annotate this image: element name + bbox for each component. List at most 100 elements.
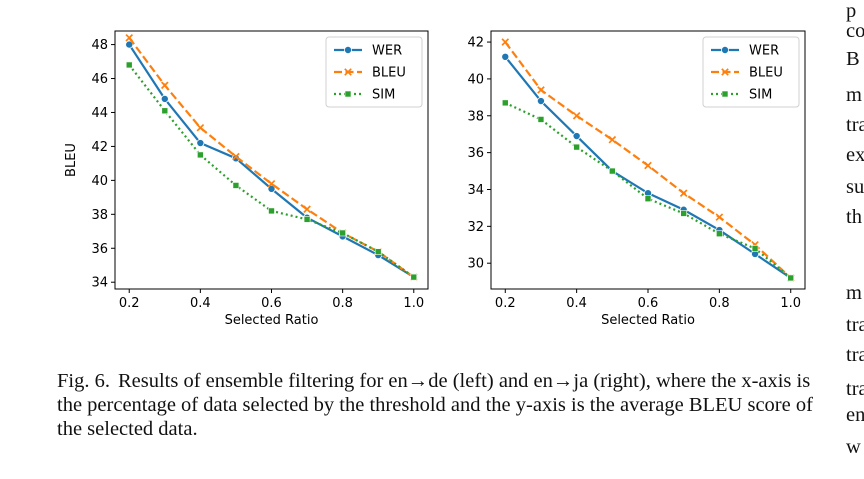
- side-text-line: tra: [846, 314, 864, 336]
- legend-label-wer: WER: [372, 44, 402, 59]
- data-point-sim: [268, 207, 275, 215]
- data-point-bleu: [196, 123, 205, 132]
- data-point-bleu: [232, 152, 240, 161]
- x-axis-label: Selected Ratio: [601, 313, 695, 328]
- data-point-sim: [680, 210, 687, 217]
- y-tick-label: 36: [91, 242, 108, 257]
- data-point-sim: [609, 167, 616, 175]
- y-tick-label: 42: [91, 140, 108, 155]
- side-text-line: w: [846, 436, 861, 458]
- data-point-bleu: [303, 205, 311, 214]
- data-point-bleu: [537, 86, 545, 94]
- y-tick-label: 34: [467, 183, 484, 198]
- data-point-sim: [303, 216, 311, 223]
- y-axis-label: BLEU: [64, 143, 79, 177]
- data-point-bleu: [679, 189, 688, 197]
- data-point-bleu: [125, 33, 134, 42]
- legend-label-wer: WER: [749, 44, 779, 59]
- x-tick-label: 1.0: [780, 296, 801, 311]
- x-tick-label: 0.8: [709, 296, 730, 311]
- y-tick-label: 38: [467, 109, 484, 124]
- legend-label-sim: SIM: [749, 88, 772, 103]
- y-tick-label: 38: [91, 208, 108, 223]
- side-text-line: m: [846, 282, 862, 304]
- legend-label-sim: SIM: [372, 88, 395, 103]
- side-text-line: m: [846, 84, 862, 106]
- side-text-line: su: [846, 176, 864, 198]
- data-point-wer: [267, 184, 276, 193]
- legend-label-bleu: BLEU: [372, 66, 406, 81]
- x-tick-label: 0.2: [495, 296, 516, 311]
- y-tick-label: 48: [91, 38, 108, 53]
- data-point-sim: [501, 99, 509, 107]
- data-point-sim: [716, 230, 723, 238]
- data-point-sim: [374, 248, 382, 255]
- data-point-sim: [232, 182, 240, 189]
- data-point-sim: [161, 107, 169, 115]
- legend-marker-sim: [721, 90, 729, 98]
- data-point-sim: [573, 143, 580, 151]
- figure-caption: Fig. 6. Results of ensemble filtering for…: [57, 369, 817, 441]
- y-tick-label: 40: [91, 174, 108, 189]
- data-point-wer: [125, 40, 134, 49]
- data-point-bleu: [644, 161, 652, 170]
- data-point-bleu: [715, 213, 724, 221]
- x-tick-label: 0.8: [332, 296, 353, 311]
- y-tick-label: 30: [467, 257, 484, 272]
- side-text-line: th: [846, 206, 862, 228]
- data-point-sim: [644, 195, 652, 202]
- data-point-wer: [572, 132, 581, 141]
- y-tick-label: 44: [91, 106, 108, 121]
- y-tick-label: 46: [91, 72, 108, 87]
- data-point-sim: [751, 245, 759, 252]
- side-text-line: co: [846, 20, 864, 42]
- caption-label: Fig. 6.: [57, 370, 110, 392]
- data-point-wer: [501, 52, 510, 61]
- side-text-line: ex: [846, 144, 864, 166]
- x-tick-label: 0.6: [261, 296, 282, 311]
- x-tick-label: 1.0: [403, 296, 424, 311]
- legend-box: [702, 36, 800, 108]
- data-point-sim: [339, 229, 346, 237]
- y-tick-label: 34: [91, 276, 108, 291]
- legend-marker-bleu: [721, 68, 729, 76]
- data-point-bleu: [160, 81, 169, 90]
- y-tick-label: 40: [467, 72, 484, 87]
- data-point-sim: [410, 273, 418, 281]
- data-point-sim: [125, 61, 133, 69]
- side-text-line: tra: [846, 114, 864, 136]
- data-point-wer: [196, 139, 205, 148]
- x-tick-label: 0.4: [566, 296, 587, 311]
- side-text-line: B: [846, 48, 860, 70]
- caption-text: Results of ensemble filtering for en→de …: [57, 370, 813, 440]
- legend-marker-sim: [344, 90, 352, 98]
- data-point-bleu: [572, 111, 581, 120]
- side-text-line: en: [846, 404, 864, 426]
- legend-box: [325, 36, 423, 108]
- legend-marker-wer: [343, 46, 352, 55]
- legend-label-bleu: BLEU: [749, 66, 783, 81]
- data-point-wer: [536, 97, 545, 106]
- data-point-sim: [537, 116, 545, 123]
- y-tick-label: 32: [467, 220, 484, 235]
- y-tick-label: 36: [467, 146, 484, 161]
- data-point-bleu: [501, 38, 510, 46]
- x-tick-label: 0.6: [638, 296, 659, 311]
- legend-marker-wer: [721, 46, 730, 55]
- y-tick-label: 42: [467, 36, 484, 51]
- side-text-line: p: [846, 0, 857, 22]
- data-point-sim: [197, 151, 204, 159]
- data-point-sim: [787, 274, 795, 282]
- side-text-line: tra: [846, 344, 864, 366]
- x-tick-label: 0.4: [190, 296, 211, 311]
- data-point-bleu: [267, 179, 276, 188]
- legend-marker-bleu: [344, 68, 352, 76]
- data-point-wer: [160, 94, 169, 103]
- x-axis-label: Selected Ratio: [225, 313, 319, 328]
- data-point-bleu: [608, 135, 617, 144]
- side-text-line: tra: [846, 378, 864, 400]
